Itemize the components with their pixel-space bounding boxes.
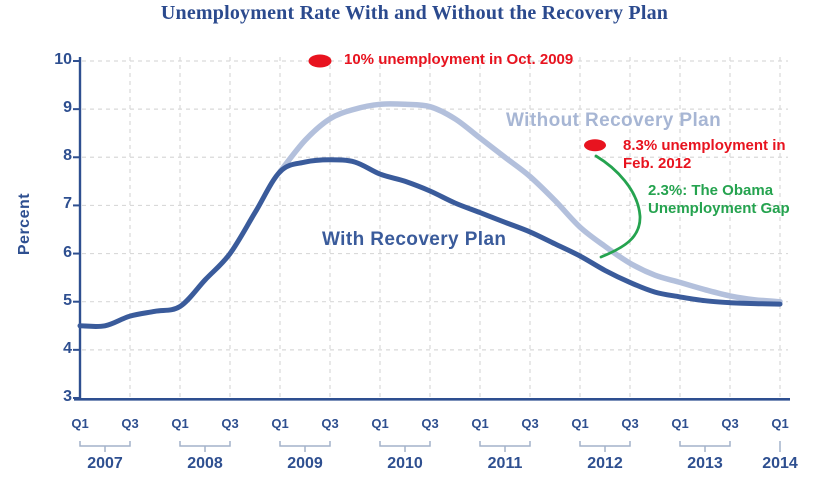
x-quarter-label: Q3 — [321, 416, 339, 431]
note-feb-2012: 8.3% unemployment in Feb. 2012 — [623, 137, 786, 173]
note-feb-2012-line1: 8.3% unemployment in — [623, 137, 786, 154]
year-bracket — [79, 441, 131, 452]
x-quarter-label: Q1 — [71, 416, 89, 431]
x-year-label: 2007 — [87, 455, 123, 472]
x-quarter-label: Q1 — [171, 416, 189, 431]
y-tick-label: 7 — [63, 195, 72, 213]
note-oct-2009: 10% unemployment in Oct. 2009 — [344, 51, 574, 68]
y-axis-title: Percent — [16, 192, 33, 256]
x-year-label: 2014 — [762, 455, 798, 472]
x-quarter-label: Q1 — [771, 416, 789, 431]
x-quarter-label: Q1 — [671, 416, 689, 431]
x-year-label: 2008 — [187, 455, 223, 472]
green-gap-pointer — [594, 154, 642, 259]
year-bracket — [479, 441, 531, 452]
x-year-label: 2012 — [587, 455, 623, 472]
year-bracket — [579, 441, 631, 452]
year-bracket — [279, 441, 331, 452]
year-bracket — [179, 441, 231, 452]
y-tick-label: 9 — [63, 99, 72, 117]
y-tick-label: 10 — [54, 51, 72, 68]
year-bracket — [679, 441, 731, 452]
year-bracket — [379, 441, 431, 452]
y-tick-label: 6 — [63, 243, 72, 261]
note-obama-gap-line2: Unemployment Gap — [648, 200, 790, 217]
without-plan-line — [277, 101, 783, 305]
y-tick-label: 3 — [63, 387, 72, 405]
x-year-label: 2010 — [387, 455, 423, 472]
x-quarter-label: Q3 — [121, 416, 139, 431]
x-quarter-label: Q3 — [621, 416, 639, 431]
chart-title: Unemployment Rate With and Without the R… — [160, 2, 669, 24]
x-year-label: 2011 — [487, 455, 523, 472]
y-tick-label: 4 — [63, 339, 72, 357]
x-year-label: 2009 — [287, 455, 323, 472]
x-quarter-label: Q3 — [521, 416, 539, 431]
x-quarter-label: Q1 — [371, 416, 389, 431]
y-tick-label: 5 — [63, 291, 72, 309]
x-quarter-label: Q1 — [471, 416, 489, 431]
x-quarter-label: Q1 — [571, 416, 589, 431]
x-quarter-label: Q3 — [221, 416, 239, 431]
red-dot-oct-2009 — [308, 54, 332, 68]
x-year-label: 2013 — [687, 455, 723, 472]
y-tick-label: 8 — [63, 147, 72, 165]
note-feb-2012-line2: Feb. 2012 — [623, 155, 692, 172]
x-quarter-label: Q3 — [421, 416, 439, 431]
with-plan-line — [77, 157, 783, 330]
with-plan-curve-label: With Recovery Plan — [322, 229, 507, 250]
x-quarter-label: Q1 — [271, 416, 289, 431]
without-plan-curve-label: Without Recovery Plan — [506, 110, 722, 131]
x-quarter-label: Q3 — [721, 416, 739, 431]
note-obama-gap-line1: 2.3%: The Obama — [648, 182, 774, 199]
note-obama-gap: 2.3%: The Obama Unemployment Gap — [648, 182, 790, 218]
red-dot-feb-2012 — [584, 139, 606, 152]
